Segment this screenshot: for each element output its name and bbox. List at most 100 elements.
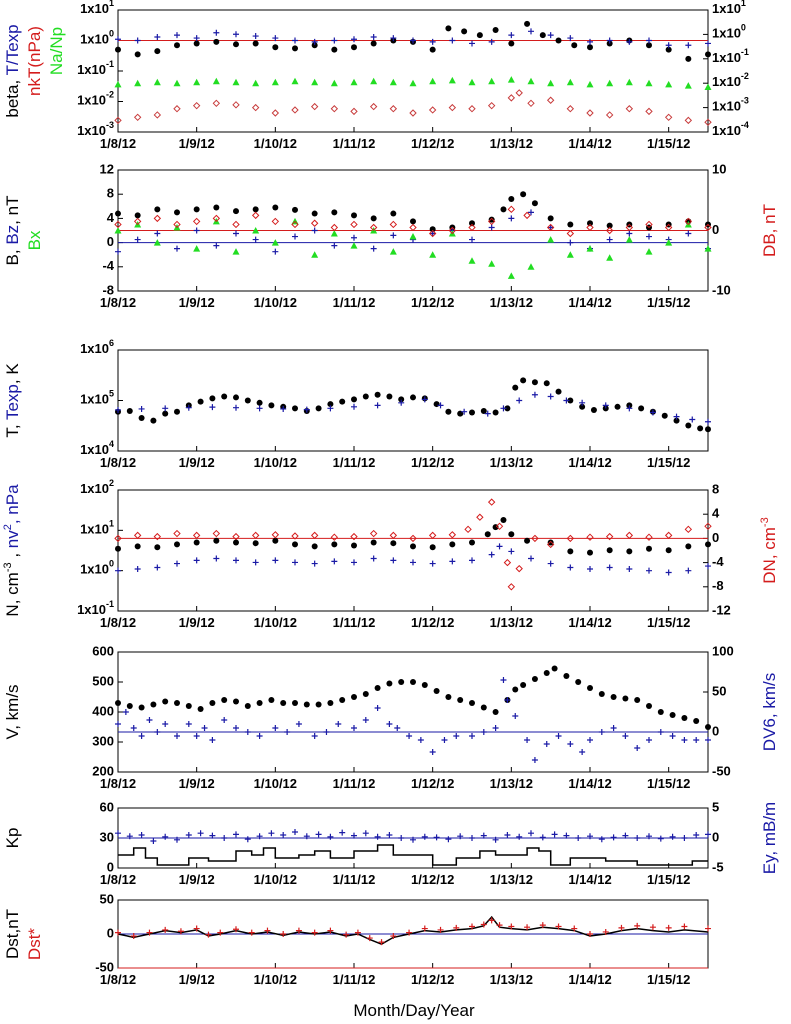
left-tick-label: 1x10-3 <box>77 120 114 138</box>
data-point-plus <box>606 236 613 243</box>
series-blue-plus <box>115 391 711 425</box>
data-point-dot <box>661 412 668 419</box>
data-point-diamond <box>546 223 555 232</box>
right-tick-label: 1x100 <box>712 23 746 41</box>
data-point-diamond <box>468 105 476 113</box>
data-point-triangle <box>665 80 673 88</box>
data-point-triangle <box>429 77 437 85</box>
data-point-dot <box>272 537 279 544</box>
data-point-dot <box>174 541 180 548</box>
data-point-diamond <box>546 96 555 104</box>
data-point-plus <box>335 721 342 727</box>
data-point-dot <box>154 206 161 213</box>
right-tick-label: 8 <box>712 481 719 496</box>
data-point-plus <box>646 567 652 574</box>
data-point-dot <box>657 709 664 715</box>
data-point-triangle <box>252 227 260 234</box>
data-point-diamond <box>409 109 417 117</box>
data-point-triangle <box>566 251 574 258</box>
data-point-dot <box>646 42 652 49</box>
data-point-diamond <box>428 106 437 114</box>
data-point-plus <box>681 835 688 841</box>
data-point-plus <box>634 922 641 929</box>
data-point-triangle <box>448 76 456 84</box>
data-point-triangle <box>134 79 142 87</box>
data-point-diamond <box>310 102 319 111</box>
data-point-triangle <box>271 239 279 246</box>
data-point-plus <box>480 921 487 928</box>
panel-frame <box>117 489 709 612</box>
data-point-dot <box>311 543 318 550</box>
data-point-plus <box>185 832 192 838</box>
data-point-plus <box>351 403 357 410</box>
data-point-diamond <box>448 531 457 539</box>
data-point-dot <box>622 695 629 702</box>
data-point-dot <box>331 209 338 216</box>
data-point-dot <box>469 409 475 416</box>
data-point-plus <box>598 836 605 843</box>
data-point-plus <box>311 560 318 567</box>
data-point-dot <box>524 537 531 544</box>
x-axis-title: Month/Day/Year <box>353 1001 475 1020</box>
left-tick-label: 200 <box>92 763 114 778</box>
data-point-plus <box>705 418 711 425</box>
data-point-plus <box>252 33 259 40</box>
data-point-diamond <box>251 103 260 112</box>
x-tick-label: 1/11/12 <box>333 455 376 470</box>
data-point-triangle <box>330 230 338 237</box>
data-point-triangle <box>586 245 594 252</box>
data-point-dot <box>539 32 546 39</box>
data-point-dot <box>531 200 538 207</box>
data-point-plus <box>571 925 578 932</box>
data-point-diamond <box>507 205 516 214</box>
data-point-plus <box>516 397 523 404</box>
data-point-plus <box>567 564 574 571</box>
data-point-dot <box>445 408 452 415</box>
data-point-plus <box>445 836 452 843</box>
data-point-plus <box>174 245 180 252</box>
data-point-diamond <box>389 105 398 113</box>
data-point-dot <box>504 405 511 412</box>
data-point-dot <box>469 220 475 227</box>
left-tick-label: 0 <box>107 925 114 940</box>
left-axis-label: T, Texp, K <box>3 363 22 438</box>
data-point-triangle <box>488 260 496 267</box>
data-point-plus <box>705 40 711 47</box>
data-point-diamond <box>212 214 221 223</box>
left-axis-label-2: Dst* <box>25 928 44 961</box>
data-point-plus <box>126 833 133 840</box>
x-tick-label: 1/13/12 <box>490 972 533 987</box>
data-point-dot <box>567 548 574 555</box>
data-point-dot <box>315 405 322 412</box>
data-point-plus <box>681 737 688 743</box>
x-tick-label: 1/15/12 <box>647 776 690 791</box>
data-point-diamond <box>133 113 142 122</box>
data-point-plus <box>469 835 475 841</box>
x-tick-label: 1/14/12 <box>568 295 611 310</box>
data-point-plus <box>547 560 554 567</box>
data-point-dot <box>606 547 613 554</box>
data-point-plus <box>547 32 554 39</box>
left-tick-label: 1x10-1 <box>77 599 114 617</box>
left-axis-label-2: nkT(nPa) <box>25 26 44 96</box>
data-point-dot <box>421 682 428 688</box>
data-point-plus <box>264 927 271 934</box>
data-point-dot <box>508 196 515 203</box>
data-point-plus <box>524 737 531 743</box>
data-point-plus <box>669 733 676 739</box>
data-point-plus <box>284 729 291 735</box>
data-point-plus <box>327 405 334 412</box>
data-point-plus <box>646 737 652 743</box>
data-point-plus <box>292 559 298 566</box>
data-point-plus <box>429 230 436 237</box>
data-point-dot <box>193 206 200 213</box>
data-point-dot <box>209 395 216 402</box>
data-point-plus <box>122 709 129 715</box>
data-point-dot <box>292 700 298 706</box>
data-point-diamond <box>645 533 653 541</box>
data-point-plus <box>292 37 298 44</box>
data-point-plus <box>115 36 121 43</box>
left-tick-label: 1x102 <box>80 478 114 496</box>
data-point-triangle <box>291 77 299 85</box>
data-point-plus <box>528 830 534 837</box>
